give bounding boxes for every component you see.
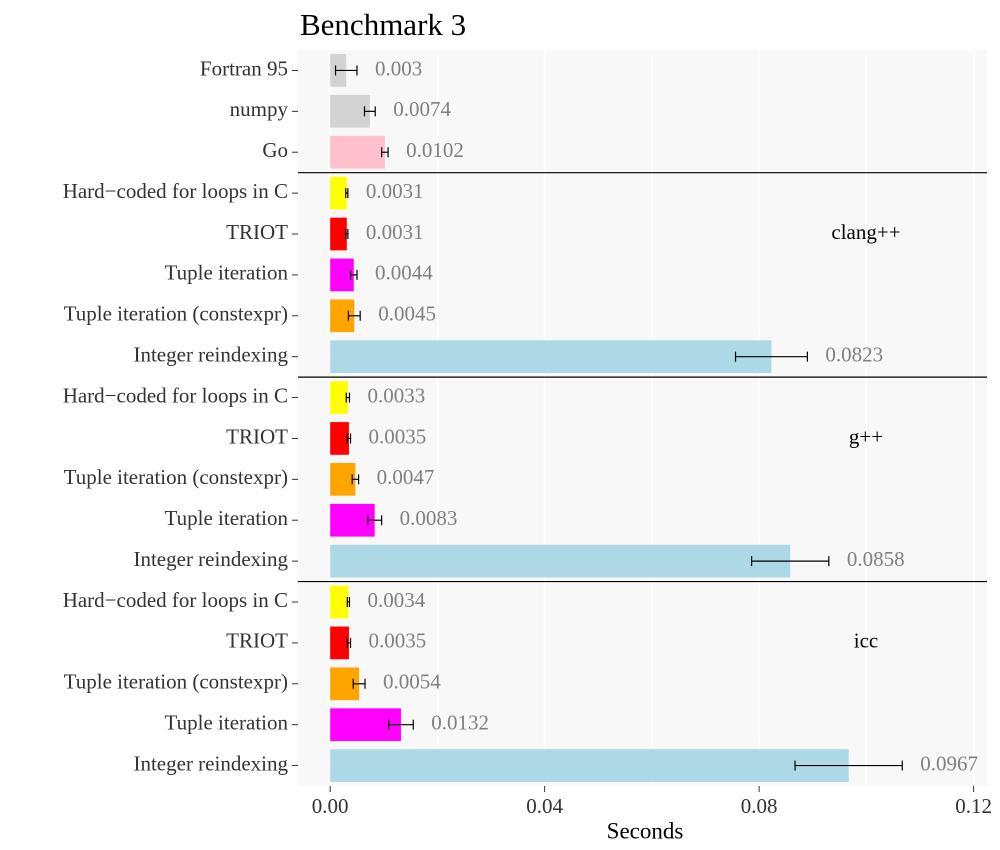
group-label: g++ xyxy=(849,424,883,448)
x-tick-label: 0.04 xyxy=(526,794,563,818)
bar xyxy=(330,422,349,455)
x-tick-label: 0.00 xyxy=(312,794,349,818)
x-tick-label: 0.12 xyxy=(955,794,992,818)
bar xyxy=(330,176,347,210)
value-label: 0.0074 xyxy=(393,97,451,121)
y-tick-label: Integer reindexing xyxy=(133,751,288,775)
bar xyxy=(330,585,349,619)
bar xyxy=(330,462,356,496)
value-label: 0.0031 xyxy=(366,220,424,244)
x-tick-label: 0.08 xyxy=(741,794,778,818)
y-tick-label: Hard−coded for loops in C xyxy=(63,588,288,612)
value-label: 0.0132 xyxy=(431,710,489,734)
value-label: 0.0034 xyxy=(367,588,425,612)
bar xyxy=(330,258,354,292)
y-tick-label: Tuple iteration xyxy=(165,506,289,530)
value-label: 0.0045 xyxy=(378,302,436,326)
y-tick-label: Tuple iteration xyxy=(165,261,289,285)
bar xyxy=(330,381,348,414)
value-label: 0.0054 xyxy=(383,670,441,694)
value-label: 0.0047 xyxy=(377,465,435,489)
value-label: 0.0035 xyxy=(369,629,427,653)
value-label: 0.0083 xyxy=(400,506,458,530)
value-label: 0.0823 xyxy=(825,342,883,366)
x-axis-label: Seconds xyxy=(607,818,684,843)
group-label: icc xyxy=(854,629,878,653)
y-tick-label: Tuple iteration (constexpr) xyxy=(64,670,288,694)
value-label: 0.0967 xyxy=(920,751,978,775)
bar xyxy=(330,135,385,169)
bar xyxy=(330,340,772,374)
bar xyxy=(330,626,349,660)
chart-title: Benchmark 3 xyxy=(300,7,466,42)
value-label: 0.0035 xyxy=(369,424,427,448)
value-label: 0.0044 xyxy=(375,261,433,285)
value-label: 0.0858 xyxy=(847,547,905,571)
value-label: 0.0033 xyxy=(367,383,425,407)
y-tick-label: TRIOT xyxy=(226,424,288,448)
y-tick-label: Hard−coded for loops in C xyxy=(63,383,288,407)
bar xyxy=(330,94,370,128)
value-label: 0.003 xyxy=(375,56,422,80)
bar xyxy=(330,749,849,782)
y-tick-label: Go xyxy=(262,138,288,162)
y-tick-label: TRIOT xyxy=(226,629,288,653)
bar xyxy=(330,544,791,578)
bar xyxy=(330,217,347,251)
y-tick-label: Fortran 95 xyxy=(200,56,288,80)
y-tick-label: Tuple iteration (constexpr) xyxy=(64,465,288,489)
y-tick-label: Tuple iteration (constexpr) xyxy=(64,302,288,326)
y-tick-label: Tuple iteration xyxy=(165,710,289,734)
value-label: 0.0031 xyxy=(366,179,424,203)
group-label: clang++ xyxy=(831,220,900,244)
y-tick-label: TRIOT xyxy=(226,220,288,244)
value-label: 0.0102 xyxy=(406,138,464,162)
y-tick-label: Hard−coded for loops in C xyxy=(63,179,288,203)
y-tick-label: Integer reindexing xyxy=(133,342,288,366)
y-tick-label: Integer reindexing xyxy=(133,547,288,571)
y-tick-label: numpy xyxy=(230,97,289,121)
